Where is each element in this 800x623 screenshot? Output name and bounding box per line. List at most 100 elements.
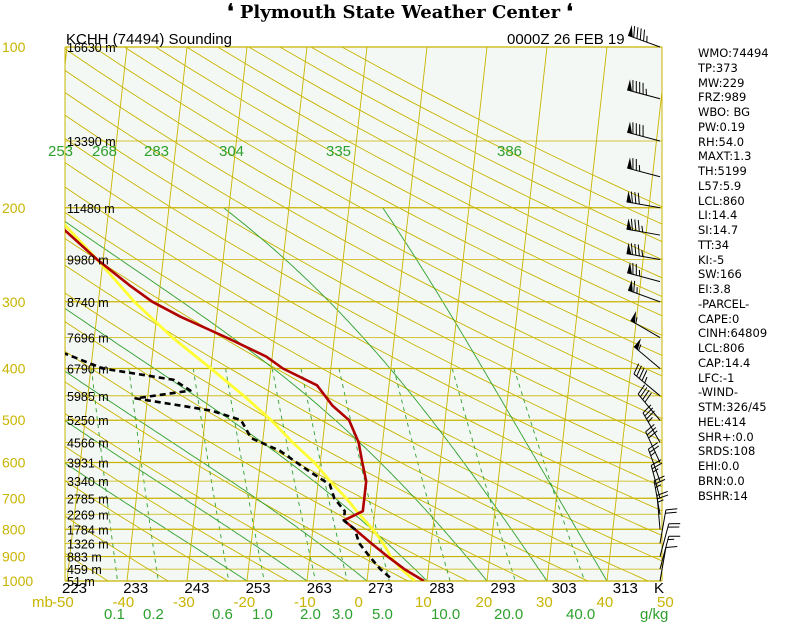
pressure-tick-label: 500 [2, 412, 26, 428]
dewpoint-trace [65, 352, 393, 580]
celsius-tick-label: 50 [657, 594, 674, 611]
wind-barb-staff [647, 448, 661, 482]
index-item: BSHR:14 [698, 488, 748, 503]
isotherms [65, 47, 662, 581]
wind-barb-pennant [626, 242, 632, 255]
wind-barb-staff [650, 465, 661, 499]
wind-barb [627, 79, 661, 100]
wind-barb-full [665, 511, 677, 514]
wind-barb-full [630, 243, 633, 255]
theta-label: 386 [497, 143, 522, 160]
height-label: 4566 m [67, 436, 109, 450]
height-label: 5250 m [67, 414, 109, 428]
height-label: 3340 m [67, 475, 109, 489]
wind-barb-full [643, 29, 645, 42]
index-item: -WIND- [698, 385, 739, 400]
wind-barb-full [633, 26, 636, 38]
wind-barb-full [633, 280, 636, 293]
height-label: 8740 m [67, 296, 109, 310]
index-item: WBO: BG [698, 105, 751, 119]
height-label: 13390 m [67, 135, 116, 149]
wind-barb-full [656, 490, 668, 496]
index-item: TP:373 [698, 60, 738, 75]
index-item: LCL:806 [698, 341, 745, 355]
celsius-tick-label: -10 [294, 594, 316, 611]
wind-barb-full [642, 389, 650, 400]
height-label: 2785 m [67, 492, 109, 506]
kelvin-tick-label: 303 [552, 580, 577, 597]
wind-barb-half [652, 468, 659, 473]
wind-barb-full [639, 387, 648, 398]
wind-barb-half [638, 344, 642, 351]
wind-barb-half [635, 317, 638, 324]
index-item: SHR+:0.0 [698, 429, 754, 444]
wind-barb-pennant [627, 157, 632, 170]
kelvin-tick-label: 253 [246, 580, 271, 597]
mixing-ratio-tick-label: 3.0 [332, 606, 353, 623]
celsius-tick-label: 40 [597, 594, 614, 611]
wind-barb [626, 218, 661, 236]
pressure-tick-label: 900 [2, 549, 26, 565]
index-item: MW:229 [698, 75, 745, 90]
kelvin-tick-label: 313 [613, 580, 638, 597]
wind-barb-half [644, 376, 648, 384]
center-name: Plymouth State Weather Center [239, 2, 561, 23]
celsius-tick-label: 10 [415, 594, 432, 611]
celsius-tick-label: -30 [173, 594, 195, 611]
wind-barb [659, 535, 681, 570]
wind-barb [650, 459, 663, 499]
mixing-ratio-tick-label: 20.0 [494, 606, 523, 623]
kelvin-tick-label: 273 [368, 580, 393, 597]
wind-barb [627, 25, 661, 48]
isotherm [246, 47, 308, 581]
wind-barb-pennant [633, 338, 642, 350]
wind-barb-full [633, 363, 640, 375]
flag-left-icon: ❛ [227, 0, 234, 23]
celsius-tick-label: -40 [113, 594, 135, 611]
wind-barb-staff [659, 536, 670, 570]
wind-barb [626, 191, 661, 209]
isotherm [126, 47, 188, 581]
isotherm [66, 47, 128, 581]
chart-banner: ❛ Plymouth State Weather Center ❛ [0, 0, 800, 23]
wind-barb-staff [645, 431, 661, 463]
wind-barb [626, 242, 661, 260]
height-label: 6790 m [67, 363, 109, 377]
height-label: 11480 m [67, 202, 115, 216]
celsius-tick-label: 0 [355, 594, 363, 611]
index-item: SW:166 [698, 267, 742, 282]
mixing-ratio-tick-label: 0.1 [104, 606, 125, 623]
wind-barb-full [646, 410, 655, 420]
wind-barb-full [630, 218, 633, 231]
wind-barb-full [641, 370, 648, 381]
wind-barb-full [639, 28, 642, 40]
isotherm [486, 47, 548, 581]
index-item: TH:5199 [698, 164, 747, 178]
wind-barb-half [641, 250, 644, 257]
index-item: SI:14.7 [698, 223, 739, 237]
isotherm [546, 47, 608, 581]
wind-barb-full [648, 430, 658, 439]
pressure-tick-label: 800 [2, 521, 26, 537]
wind-barb-full [637, 244, 640, 256]
index-item: EHI:0.0 [698, 459, 740, 473]
mixing-ratio-tick-label: 2.0 [300, 606, 321, 623]
wind-barb-half [647, 416, 653, 423]
wind-barb-pennant [628, 279, 633, 292]
kelvin-tick-label: 263 [307, 580, 332, 597]
pressure-unit-label: mb [32, 594, 53, 611]
pressure-tick-label: 100 [2, 39, 26, 55]
height-label: 2269 m [67, 508, 109, 522]
valid-time: 0000Z 26 FEB 19 [507, 31, 625, 48]
wind-barb-full [665, 545, 678, 549]
wind-barb-full [634, 243, 637, 256]
index-item: TT:34 [698, 237, 730, 252]
pressure-tick-label: 200 [2, 200, 26, 216]
celsius-tick-label: -50 [52, 594, 74, 611]
wind-barb-pennant [627, 79, 632, 92]
kelvin-unit-label: K [654, 580, 664, 597]
index-item: CINH:64809 [698, 326, 768, 341]
wind-barb-full [637, 384, 646, 395]
